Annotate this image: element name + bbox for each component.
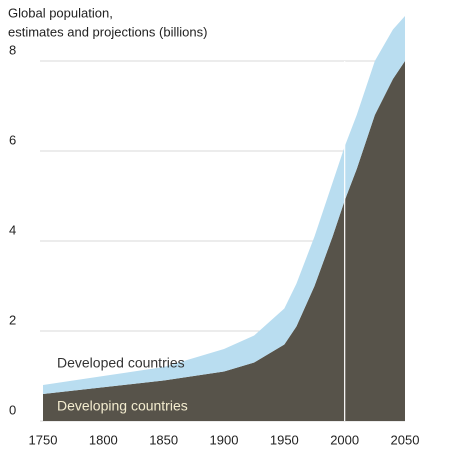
y-tick-label: 0 [9, 402, 16, 417]
x-tick-label: 1850 [149, 432, 178, 447]
y-tick-label: 4 [9, 222, 16, 237]
series-label: Developing countries [57, 398, 188, 414]
x-tick-label: 1900 [210, 432, 239, 447]
chart-title: Global population, [8, 5, 113, 20]
y-tick-label: 6 [9, 132, 16, 147]
chart-subtitle: estimates and projections (billions) [8, 24, 207, 39]
x-tick-label: 2050 [391, 432, 420, 447]
series-label: Developed countries [57, 355, 185, 371]
x-tick-label: 1750 [29, 432, 58, 447]
y-tick-label: 2 [9, 312, 16, 327]
area [43, 16, 405, 394]
area [43, 61, 405, 421]
y-tick-label: 8 [9, 42, 16, 57]
x-tick-label: 2000 [330, 432, 359, 447]
x-tick-label: 1800 [89, 432, 118, 447]
x-tick-label: 1950 [270, 432, 299, 447]
